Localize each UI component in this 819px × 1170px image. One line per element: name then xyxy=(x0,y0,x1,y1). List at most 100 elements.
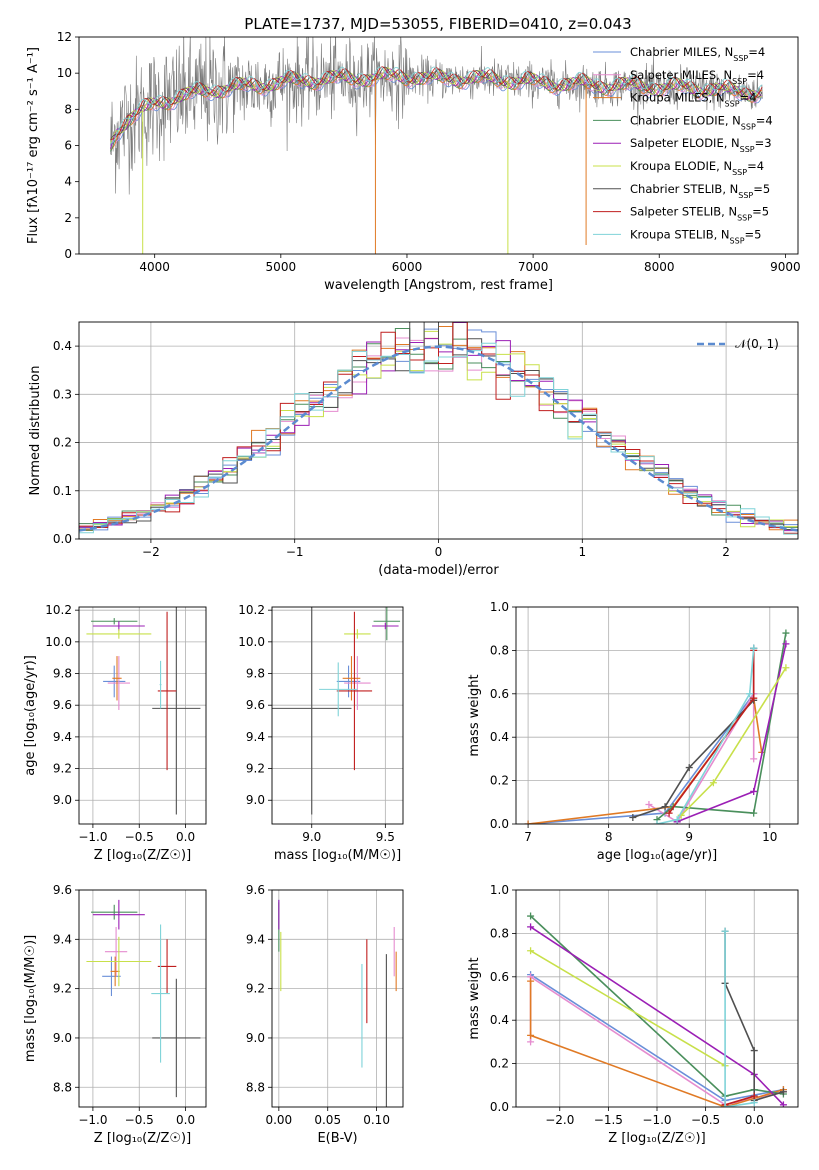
spectrum-plot-area xyxy=(110,37,763,254)
y-tick-label: 9.0 xyxy=(53,793,72,807)
x-tick-label: −1.0 xyxy=(78,830,107,844)
x-tick-label: −0.5 xyxy=(125,830,154,844)
x-tick-label: 0.0 xyxy=(176,830,195,844)
weight-line-kroupa-stelib xyxy=(656,648,755,824)
x-tick-label: 5000 xyxy=(266,260,297,274)
weight-marker xyxy=(779,1101,787,1107)
spectrum-panel: 4000 5000 6000 7000 8000 9000 0 2 4 6 8 10 12 wavelen… xyxy=(26,30,801,293)
errorbar-point xyxy=(92,899,145,930)
weight-line-chabrier-elodie xyxy=(656,632,787,821)
weight-vs-age-panel: 7 8 9 10 0.0 0.2 0.4 0.6 0.8 1.0 age [log₁₀(age/yr… xyxy=(467,600,799,863)
weight-marker xyxy=(665,809,673,817)
y-tick-label: 9.4 xyxy=(246,932,265,946)
errorbar-point xyxy=(336,665,361,698)
y-tick-label: 9.6 xyxy=(53,698,72,712)
y-tick-label: 8 xyxy=(64,102,72,116)
weight-line-salpeter-miles xyxy=(648,690,755,823)
x-tick-label: −1 xyxy=(286,545,304,559)
axes-frame xyxy=(515,606,799,825)
weight-marker xyxy=(527,1038,535,1046)
weight-vs-age-plot-area xyxy=(524,629,790,824)
weight-marker xyxy=(709,779,717,787)
x-axis-label: mass [log₁₀(M/M☉)] xyxy=(274,848,401,863)
errorbar-point xyxy=(151,924,170,1063)
x-axis-label: E(B-V) xyxy=(317,1131,357,1146)
mass-vs-z-panel: −1.0 −0.5 0.0 8.8 9.0 9.2 9.4 9.6 Z [log₁₀(Z/Z☉)… xyxy=(23,883,207,1146)
weight-marker xyxy=(750,787,758,795)
y-tick-label: 9.6 xyxy=(246,698,265,712)
errorbar-point xyxy=(342,656,361,701)
errorbar-point xyxy=(112,656,122,701)
axes-frame xyxy=(515,889,799,1108)
axes-frame xyxy=(271,889,404,1108)
y-tick-label: 0.8 xyxy=(490,926,509,940)
legend-entry: Salpeter ELODIE, NSSP=3 xyxy=(630,136,772,154)
mass-vs-ebv-plot-area xyxy=(278,899,397,1107)
x-tick-label: −2.0 xyxy=(545,1113,574,1127)
y-tick-label: 9.2 xyxy=(53,762,72,776)
weight-line-kroupa-elodie xyxy=(530,950,726,1067)
y-tick-label: 0 xyxy=(64,247,72,261)
spectrum-model-line xyxy=(110,68,763,149)
x-tick-label: 10 xyxy=(762,830,777,844)
y-tick-label: 0.4 xyxy=(490,1013,509,1027)
legend-entry: Chabrier STELIB, NSSP=5 xyxy=(630,182,770,200)
histogram-kroupa-stelib xyxy=(79,342,798,539)
y-tick-label: 8.8 xyxy=(246,1080,265,1094)
residuals-panel: −2 −1 0 1 2 0.0 0.1 0.2 0.3 0.4 (data-model)/error… xyxy=(28,321,799,578)
y-tick-label: 4 xyxy=(64,175,72,189)
weight-marker xyxy=(653,820,661,824)
weight-line-salpeter-stelib xyxy=(668,650,755,814)
errorbar-point xyxy=(336,611,373,771)
weight-marker xyxy=(721,1103,729,1107)
y-tick-label: 9.0 xyxy=(246,793,265,807)
x-axis-label: age [log₁₀(age/yr)] xyxy=(597,848,718,863)
y-tick-label: 9.0 xyxy=(246,1031,265,1045)
x-tick-label: 7000 xyxy=(518,260,549,274)
y-tick-label: 9.4 xyxy=(53,730,72,744)
x-tick-label: 0.0 xyxy=(176,1113,195,1127)
y-tick-label: 0.0 xyxy=(490,1100,509,1114)
y-tick-label: 0.8 xyxy=(490,643,509,657)
x-tick-label: 8000 xyxy=(644,260,675,274)
x-tick-label: −0.5 xyxy=(691,1113,720,1127)
x-tick-label: 7 xyxy=(524,830,532,844)
y-tick-label: 0.4 xyxy=(53,339,72,353)
axes-frame xyxy=(78,36,799,255)
errorbar-point xyxy=(103,665,126,698)
x-axis-label: wavelength [Angstrom, rest frame] xyxy=(324,278,553,293)
y-tick-label: 10.0 xyxy=(45,635,72,649)
errorbar-point xyxy=(344,656,371,710)
y-tick-label: 9.2 xyxy=(246,762,265,776)
errorbar-point xyxy=(373,607,401,641)
weight-vs-z-panel: −2.0 −1.5 −1.0 −0.5 0.0 0.0 0.2 0.4 0.6 0.8 1.0 Z [… xyxy=(467,883,799,1146)
x-tick-label: 9 xyxy=(685,830,693,844)
errorbar-point xyxy=(91,618,138,625)
y-tick-label: 12 xyxy=(57,30,72,44)
y-tick-label: 6 xyxy=(64,139,72,153)
legend-entry: Chabrier ELODIE, NSSP=4 xyxy=(630,113,773,130)
weight-marker xyxy=(629,813,637,821)
y-tick-label: 0.1 xyxy=(53,484,72,498)
x-tick-label: 0.0 xyxy=(745,1113,764,1127)
weight-marker xyxy=(645,800,653,808)
y-tick-label: 10.2 xyxy=(45,603,72,617)
errorbar-point xyxy=(107,656,130,710)
mass-vs-z-plot-area xyxy=(86,899,201,1098)
y-tick-label: 1.0 xyxy=(490,600,509,614)
y-tick-label: 9.2 xyxy=(53,982,72,996)
weight-marker xyxy=(685,764,693,772)
age-vs-z-plot-area xyxy=(86,607,201,815)
y-tick-label: 0.6 xyxy=(490,970,509,984)
errorbar-point xyxy=(272,607,352,815)
weight-marker xyxy=(750,1099,758,1107)
weight-marker xyxy=(750,755,758,763)
errorbar-point xyxy=(86,629,152,639)
spectrum-model-line xyxy=(110,70,763,152)
weight-marker xyxy=(750,1047,758,1055)
y-axis-label: Normed distribution xyxy=(28,366,43,496)
x-tick-label: 0.00 xyxy=(265,1113,292,1127)
weight-marker xyxy=(524,820,532,824)
weight-marker xyxy=(673,816,681,824)
errorbar-point xyxy=(152,978,201,1098)
